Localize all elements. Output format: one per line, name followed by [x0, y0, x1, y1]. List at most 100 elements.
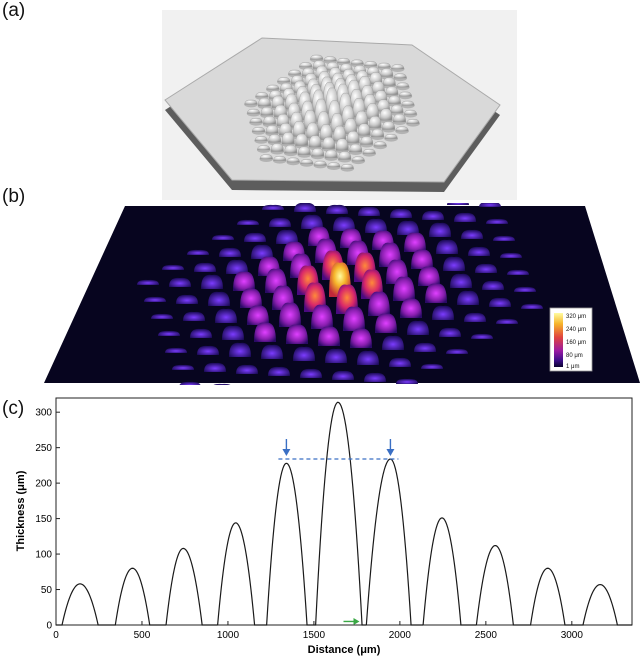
colorbar-gradient	[554, 313, 563, 367]
dome-a	[319, 124, 333, 140]
dome-a	[393, 73, 407, 79]
dome-b	[333, 216, 355, 231]
dome-b	[212, 234, 234, 240]
dome-b	[422, 210, 444, 220]
dome-a	[295, 133, 309, 146]
dome-a	[390, 104, 404, 114]
colorbar-tick-320: 320 μm	[566, 314, 586, 320]
dome-b	[496, 318, 518, 324]
dome-array-a	[244, 54, 420, 172]
dome-a	[346, 131, 360, 144]
dome-b	[215, 308, 237, 323]
dome-a	[249, 117, 263, 123]
dome-b	[397, 220, 419, 235]
dome-b	[176, 294, 198, 304]
dome-a	[337, 57, 351, 63]
dome-b	[343, 306, 365, 331]
dome-a	[365, 103, 380, 119]
axis-ticks: 0 500 1000 1500 2000 2500 3000 0 50 100 150 200 250 3…	[35, 408, 583, 641]
y-tick-label: 150	[35, 514, 52, 525]
thickness-profile-line	[56, 401, 632, 626]
dome-b	[390, 208, 412, 218]
dome-a	[306, 122, 320, 139]
dome-a	[349, 143, 363, 153]
y-tick-label: 50	[41, 585, 53, 596]
dome-b	[276, 229, 298, 244]
dome-a	[327, 162, 341, 168]
panel-label-a: (a)	[2, 0, 26, 21]
dome-b	[421, 363, 443, 369]
dome-b	[187, 249, 209, 255]
x-axis-label: Distance (μm)	[308, 644, 381, 656]
y-tick-label: 0	[46, 621, 52, 632]
dome-a	[299, 62, 313, 68]
dome-b	[493, 235, 515, 241]
dome-a	[260, 106, 274, 116]
dome-a	[273, 155, 287, 161]
dome-b	[464, 312, 486, 322]
dome-b	[450, 273, 472, 288]
dome-b	[393, 276, 415, 301]
dome-b	[269, 217, 291, 227]
dome-b	[219, 247, 241, 257]
dome-b	[425, 283, 447, 303]
dome-b	[244, 232, 266, 242]
dome-b	[479, 203, 501, 207]
dome-a	[266, 84, 280, 90]
dome-a	[276, 113, 290, 126]
dome-b	[507, 269, 529, 275]
dome-b	[436, 239, 458, 254]
x-tick-label: 3000	[561, 630, 584, 641]
x-tick-label: 500	[134, 630, 151, 641]
dome-a	[382, 121, 396, 130]
dome-b	[382, 335, 404, 350]
dome-b	[204, 362, 226, 372]
dome-b	[432, 305, 454, 320]
colorbar-tick-80: 80 μm	[566, 353, 583, 359]
dome-a	[288, 69, 302, 75]
y-axis-label: Thickness (μm)	[15, 470, 27, 551]
dome-a	[380, 68, 394, 77]
dome-a	[333, 125, 347, 142]
dome-b	[144, 296, 166, 302]
colorbar: 320 μm 240 μm 160 μm 80 μm 1 μm	[549, 307, 593, 372]
dome-b	[294, 203, 316, 212]
dome-b	[137, 279, 159, 285]
dome-a	[300, 159, 314, 164]
dome-b	[300, 368, 322, 378]
dome-b	[151, 313, 173, 319]
dome-b	[429, 222, 451, 237]
panel-label-c: (c)	[2, 398, 25, 419]
colorbar-tick-160: 160 μm	[566, 340, 586, 346]
dome-a	[255, 92, 269, 98]
dome-a	[263, 115, 277, 125]
dome-b	[158, 330, 180, 336]
dome-a	[360, 136, 374, 145]
panel-label-b: (b)	[2, 186, 26, 207]
dome-a	[281, 132, 295, 145]
dome-a	[362, 148, 376, 154]
dome-a	[384, 133, 398, 139]
dome-b	[514, 286, 536, 292]
dome-b	[169, 277, 191, 287]
dome-b	[229, 342, 251, 357]
dome-b	[468, 246, 490, 256]
dome-a	[252, 127, 266, 132]
dome-b	[208, 291, 230, 306]
dome-b	[226, 259, 248, 274]
dome-b	[279, 302, 301, 327]
dome-a	[268, 134, 282, 143]
dome-b	[261, 344, 283, 359]
dome-a	[292, 121, 306, 137]
dome-a	[344, 118, 358, 134]
dome-b	[190, 328, 212, 338]
dome-a	[374, 90, 388, 103]
blue-arrow-head	[386, 449, 395, 457]
dome-b	[179, 381, 201, 385]
dome-b	[411, 249, 433, 269]
dome-b	[400, 298, 422, 318]
dome-a	[357, 123, 371, 136]
dome-b	[262, 204, 284, 210]
dome-a	[369, 72, 383, 85]
dome-b	[486, 218, 508, 224]
